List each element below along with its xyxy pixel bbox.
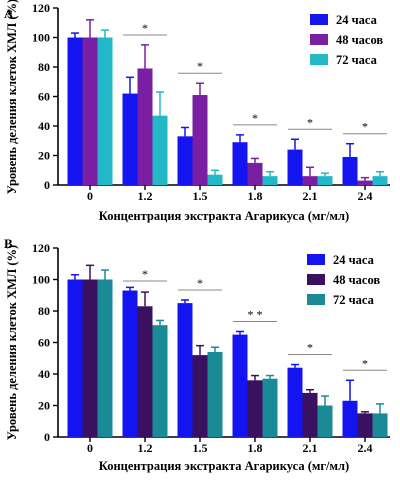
p1-legend-label-2: 72 часа [336, 53, 378, 67]
p2-significance-star-4: * [362, 356, 368, 370]
p2-bar-s1-c4 [302, 392, 318, 437]
p1-x-axis-label: Концентрация экстракта Агарикуса (мг/мл) [99, 209, 349, 223]
p1-panel-label: A [4, 6, 14, 21]
p2-bar-s0-c2 [177, 303, 193, 437]
p1-x-tick-label-4: 2.1 [303, 189, 318, 203]
p1-bar-s0-c4 [287, 149, 303, 185]
p2-bar-s1-c2 [192, 355, 208, 437]
p1-bar-s1-c5 [357, 180, 373, 185]
p1-y-tick-label-2: 40 [38, 119, 50, 133]
p2-y-tick-label-6: 120 [32, 241, 50, 255]
p2-y-tick-label-1: 20 [38, 399, 50, 413]
p2-legend-swatch-0 [307, 254, 325, 265]
p2-significance-star-3: * [307, 341, 313, 355]
p2-y-tick-label-5: 100 [32, 273, 50, 287]
p1-bar-s1-c1 [137, 68, 153, 185]
p1-y-tick-label-0: 0 [44, 178, 50, 192]
p2-bar-s0-c5 [342, 400, 358, 437]
p1-legend-label-0: 24 часа [336, 13, 378, 27]
p1-x-tick-label-1: 1.2 [138, 189, 153, 203]
p1-legend-swatch-0 [310, 14, 328, 25]
p1-legend-swatch-2 [310, 54, 328, 65]
p2-legend-swatch-2 [307, 294, 325, 305]
p1-y-tick-label-6: 120 [32, 1, 50, 15]
p2-y-tick-label-2: 40 [38, 367, 50, 381]
p1-bar-s2-c5 [372, 176, 388, 185]
p1-bar-s0-c1 [122, 93, 138, 185]
p2-bar-s0-c3 [232, 334, 248, 437]
p1-significance-star-0: * [142, 21, 148, 35]
p1-bar-s2-c2 [207, 174, 223, 185]
p2-x-tick-label-2: 1.5 [193, 441, 208, 455]
p2-significance-star-0: * [142, 267, 148, 281]
p2-y-tick-label-3: 60 [38, 336, 50, 350]
p1-x-tick-label-0: 0 [87, 189, 93, 203]
p1-bar-s2-c0 [97, 37, 113, 185]
p2-bar-s2-c5 [372, 413, 388, 437]
p2-y-tick-label-4: 80 [38, 304, 50, 318]
p2-bar-s2-c1 [152, 325, 168, 437]
p1-bar-s1-c4 [302, 176, 318, 185]
p1-bar-s1-c2 [192, 95, 208, 185]
p2-bar-s0-c1 [122, 290, 138, 437]
p2-x-axis-label: Концентрация экстракта Агарикуса (мг/мл) [99, 459, 349, 473]
p2-bar-s1-c0 [82, 279, 98, 437]
p1-x-tick-label-5: 2.4 [358, 189, 373, 203]
p2-bar-s2-c4 [317, 405, 333, 437]
p2-bar-s2-c3 [262, 378, 278, 437]
p2-legend-label-0: 24 часа [333, 253, 375, 267]
p1-y-tick-label-1: 20 [38, 149, 50, 163]
p1-bar-s0-c5 [342, 156, 358, 185]
p2-x-tick-label-0: 0 [87, 441, 93, 455]
p2-bar-s0-c4 [287, 367, 303, 437]
p1-bar-s2-c4 [317, 176, 333, 185]
p2-legend-label-2: 72 часа [333, 293, 375, 307]
p1-significance-star-2: * [252, 111, 258, 125]
p1-x-tick-label-3: 1.8 [248, 189, 263, 203]
p2-y-axis-label: Уровень деления клеток ХМЛ (%) [5, 245, 19, 440]
p2-legend-swatch-1 [307, 274, 325, 285]
p1-bar-s2-c1 [152, 115, 168, 185]
p2-bar-s1-c5 [357, 413, 373, 437]
p1-y-tick-label-3: 60 [38, 90, 50, 104]
p1-bar-s1-c0 [82, 37, 98, 185]
p2-bar-s0-c0 [67, 279, 83, 437]
p1-legend-label-1: 48 часов [336, 33, 383, 47]
p1-bar-s2-c3 [262, 176, 278, 185]
p2-significance-star-1: * [197, 276, 203, 290]
p1-significance-star-3: * [307, 115, 313, 129]
p1-bar-s0-c0 [67, 37, 83, 185]
p2-y-tick-label-0: 0 [44, 430, 50, 444]
p1-legend-swatch-1 [310, 34, 328, 45]
p2-bar-s1-c1 [137, 306, 153, 437]
p2-panel-label: B [4, 236, 13, 251]
p2-legend-label-1: 48 часов [333, 273, 380, 287]
p2-bar-s2-c2 [207, 351, 223, 437]
p2-x-tick-label-5: 2.4 [358, 441, 373, 455]
p1-y-tick-label-5: 100 [32, 31, 50, 45]
p2-x-tick-label-4: 2.1 [303, 441, 318, 455]
p2-bar-s1-c3 [247, 380, 263, 437]
p1-y-tick-label-4: 80 [38, 60, 50, 74]
p2-bar-s2-c0 [97, 279, 113, 437]
p1-x-tick-label-2: 1.5 [193, 189, 208, 203]
p1-bar-s0-c2 [177, 136, 193, 185]
p1-bar-s0-c3 [232, 142, 248, 185]
p2-x-tick-label-1: 1.2 [138, 441, 153, 455]
p1-significance-star-1: * [197, 59, 203, 73]
p1-significance-star-4: * [362, 120, 368, 134]
p1-y-axis-label: Уровень деления клеток ХМЛ (%) [5, 0, 19, 194]
p1-bar-s1-c3 [247, 162, 263, 185]
p2-significance-star-2: * * [248, 307, 263, 321]
p2-x-tick-label-3: 1.8 [248, 441, 263, 455]
